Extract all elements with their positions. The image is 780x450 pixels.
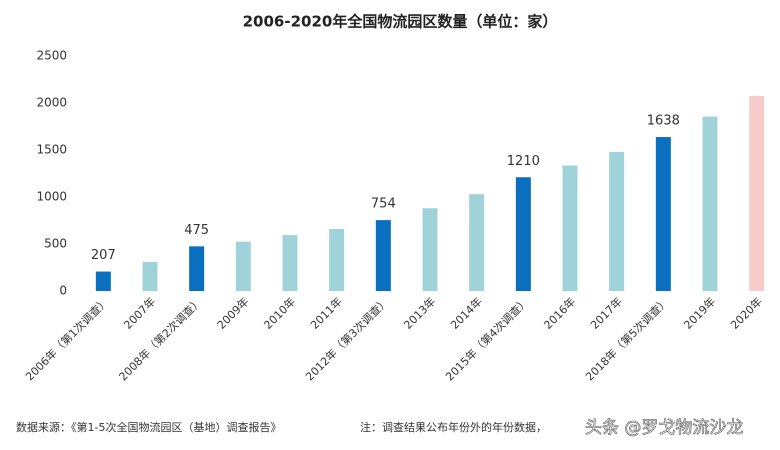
bar [469, 194, 485, 291]
bar [749, 95, 765, 291]
x-tick-label: 2014年 [447, 294, 484, 331]
x-tick-label: 2012年（第3次调查） [302, 294, 391, 383]
bar [562, 165, 578, 291]
bar [375, 220, 391, 291]
y-tick-label: 1000 [36, 190, 67, 204]
bar [655, 137, 671, 291]
bar [609, 151, 625, 291]
y-tick-label: 1500 [36, 143, 67, 157]
y-tick-label: 0 [59, 284, 67, 298]
watermark: 头条 @罗戈物流沙龙 [585, 418, 743, 438]
bar [189, 246, 205, 291]
x-tick-label: 2017年 [587, 294, 624, 331]
x-tick-label: 2020年 [727, 294, 764, 331]
x-tick-label: 2016年 [541, 294, 578, 331]
value-label: 475 [184, 223, 209, 238]
note: 注：调查结果公布年份外的年份数据， [360, 420, 547, 434]
x-tick-label: 2009年 [214, 294, 251, 331]
x-tick-label: 2019年 [681, 294, 718, 331]
y-tick-label: 2500 [36, 49, 67, 63]
x-tick-label: 2007年 [121, 294, 158, 331]
chart-title: 2006-2020年全国物流园区数量（单位：家） [243, 13, 558, 31]
bar [142, 261, 158, 291]
x-tick-label: 2011年 [307, 294, 344, 331]
x-tick-label: 2006年（第1次调查） [22, 294, 111, 383]
x-tick-label: 2013年 [401, 294, 438, 331]
x-tick-label: 2010年 [261, 294, 298, 331]
bar [422, 208, 438, 291]
value-label: 207 [91, 248, 116, 263]
bar [95, 271, 111, 291]
bar [515, 177, 531, 291]
x-tick-label: 2018年（第5次调查） [582, 294, 671, 383]
bar [702, 116, 718, 291]
bar [282, 235, 298, 291]
bar [329, 228, 345, 291]
source: 数据来源：《第1-5次全国物流园区（基地）调查报告》 [16, 420, 281, 434]
bar [235, 241, 251, 291]
x-tick-label: 2008年（第2次调查） [116, 294, 205, 383]
x-tick-label: 2015年（第4次调查） [442, 294, 531, 383]
value-label: 1638 [647, 114, 680, 129]
value-label: 1210 [507, 154, 540, 169]
y-tick-label: 500 [44, 237, 67, 251]
value-label: 754 [371, 197, 396, 212]
y-tick-label: 2000 [36, 96, 67, 110]
